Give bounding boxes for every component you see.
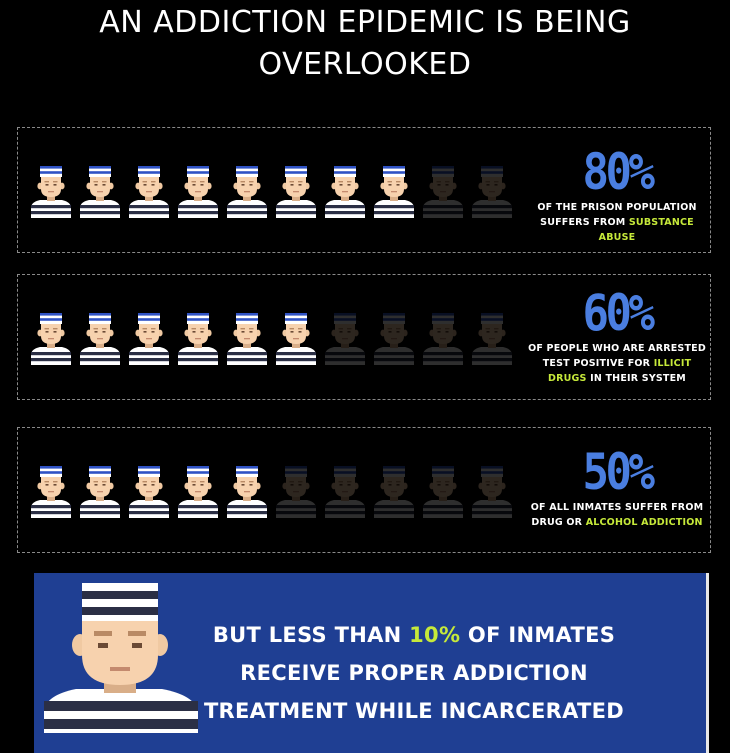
prisoner-icon [178, 166, 218, 218]
prisoner-icon [31, 466, 71, 518]
prisoner-icon [374, 166, 414, 218]
prisoner-icon-dim [472, 466, 512, 518]
page-title: AN ADDICTION EPIDEMIC IS BEING OVERLOOKE… [0, 2, 730, 86]
prisoner-icon-dim [374, 466, 414, 518]
stat-percent-2: 60% [582, 284, 655, 342]
prisoner-icon [325, 166, 365, 218]
prisoner-icon [178, 466, 218, 518]
prisoner-icon [80, 166, 120, 218]
prisoner-icon [178, 313, 218, 365]
stat-desc-text-2a: OF PEOPLE WHO ARE ARRESTED TEST POSITIVE… [528, 343, 706, 369]
prisoner-icon [129, 313, 169, 365]
prisoner-icon-dim [325, 466, 365, 518]
prisoner-icon-dim [276, 466, 316, 518]
prisoner-icon [276, 313, 316, 365]
stat-panel-1: 80% OF THE PRISON POPULATION SUFFERS FRO… [17, 127, 711, 253]
prisoner-icon-dim [325, 313, 365, 365]
stat-block-2: 60% OF PEOPLE WHO ARE ARRESTED TEST POSI… [525, 287, 709, 386]
stat-desc-highlight-1: SUBSTANCE ABUSE [598, 217, 694, 243]
title-line-1: AN ADDICTION EPIDEMIC IS BEING [99, 5, 631, 40]
stat-desc-text-3a: OF ALL INMATES SUFFER FROM DRUG OR [530, 502, 704, 528]
stat-desc-highlight-3: ALCOHOL ADDICTION [585, 517, 703, 528]
stat-desc-text-1a: OF THE PRISON POPULATION SUFFERS FROM [537, 202, 697, 228]
stat-description-2: OF PEOPLE WHO ARE ARRESTED TEST POSITIVE… [525, 341, 709, 386]
stat-panel-3: 50% OF ALL INMATES SUFFER FROM DRUG OR A… [17, 427, 711, 553]
prisoner-icon-dim [423, 313, 463, 365]
prisoner-icon [129, 466, 169, 518]
prisoner-icon [80, 466, 120, 518]
stat-block-1: 80% OF THE PRISON POPULATION SUFFERS FRO… [525, 146, 709, 245]
stat-percent-3: 50% [582, 443, 655, 501]
large-prisoner-icon [44, 583, 198, 733]
prisoner-icon [31, 166, 71, 218]
prisoner-icon [227, 313, 267, 365]
title-line-2: OVERLOOKED [258, 47, 472, 82]
stat-panel-2: 60% OF PEOPLE WHO ARE ARRESTED TEST POSI… [17, 274, 711, 400]
stat-percent-1: 80% [582, 143, 655, 201]
banner-text: BUT LESS THAN 10% OF INMATES RECEIVE PRO… [174, 616, 654, 730]
figure-row-2 [28, 311, 528, 365]
figure-row-3 [28, 464, 528, 518]
prisoner-icon [227, 166, 267, 218]
banner-text-a: BUT LESS THAN [212, 623, 410, 647]
stat-block-3: 50% OF ALL INMATES SUFFER FROM DRUG OR A… [525, 446, 709, 530]
prisoner-icon [227, 466, 267, 518]
prisoner-icon-dim [472, 166, 512, 218]
prisoner-icon [129, 166, 169, 218]
prisoner-icon [31, 313, 71, 365]
prisoner-icon [80, 313, 120, 365]
prisoner-icon-dim [472, 313, 512, 365]
banner-highlight: 10% [409, 623, 461, 647]
prisoner-icon-dim [423, 466, 463, 518]
treatment-banner: BUT LESS THAN 10% OF INMATES RECEIVE PRO… [34, 573, 709, 753]
prisoner-icon-dim [423, 166, 463, 218]
stat-desc-text-2b: IN THEIR SYSTEM [586, 373, 686, 384]
figure-row-1 [28, 164, 528, 218]
stat-description-1: OF THE PRISON POPULATION SUFFERS FROM SU… [525, 200, 709, 245]
prisoner-icon [276, 166, 316, 218]
prisoner-icon-dim [374, 313, 414, 365]
stat-description-3: OF ALL INMATES SUFFER FROM DRUG OR ALCOH… [525, 500, 709, 530]
banner-text-b: OF INMATES RECEIVE PROPER ADDICTION TREA… [203, 623, 625, 723]
stat-desc-highlight-2: ILLICIT DRUGS [548, 358, 692, 384]
